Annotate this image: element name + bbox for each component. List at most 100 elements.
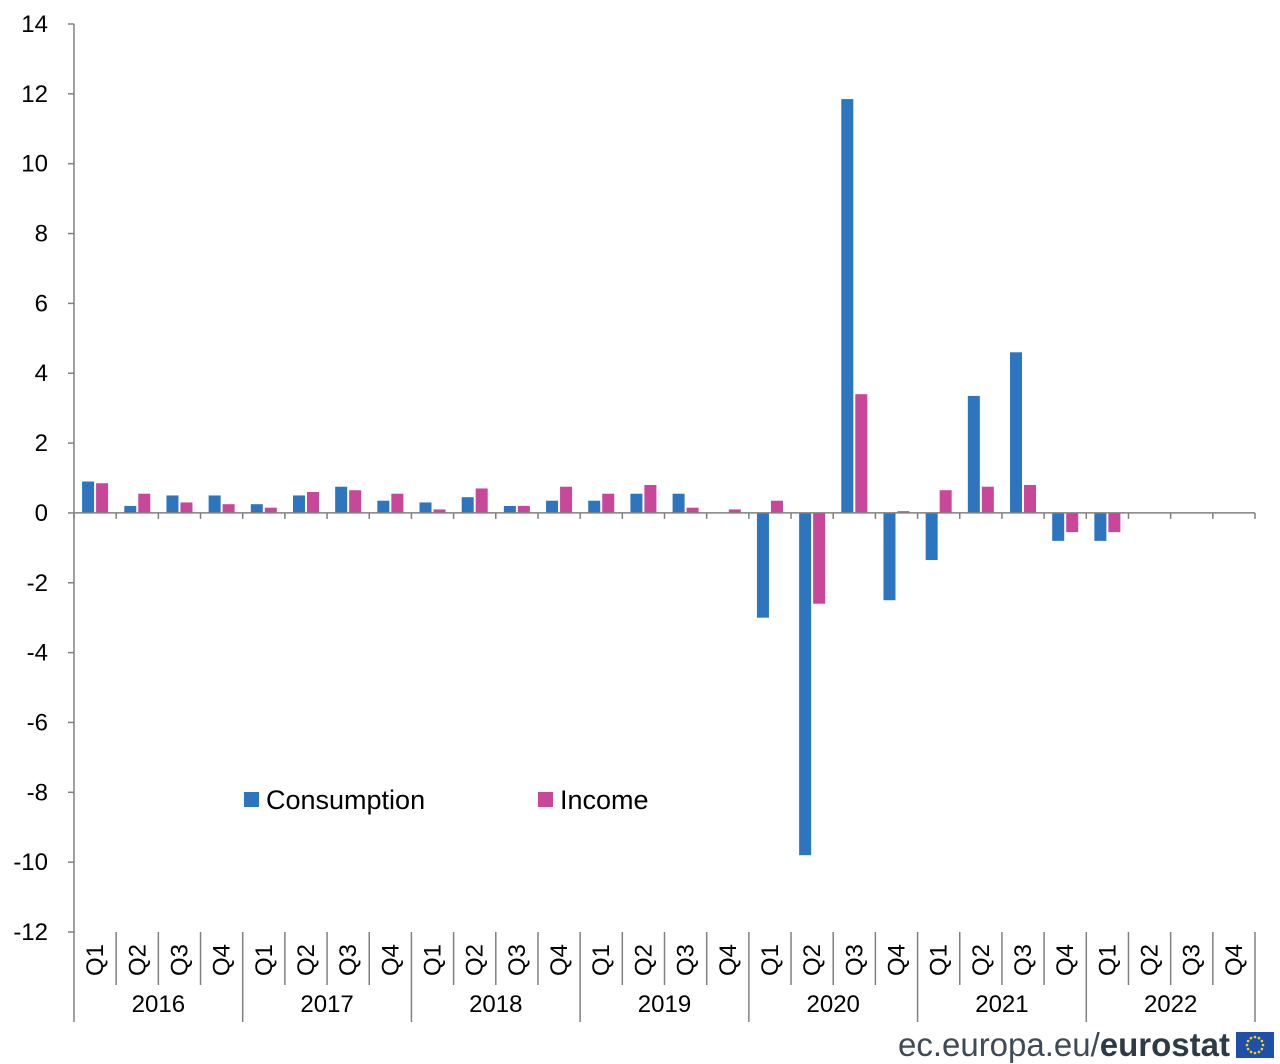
bar-income-2019-q3 [686, 507, 699, 513]
x-year-label: 2022 [1144, 991, 1197, 1018]
x-quarter-label: Q4 [1221, 944, 1248, 976]
y-tick-label: 0 [35, 500, 48, 527]
x-quarter-label: Q3 [1179, 944, 1206, 976]
x-year-label: 2017 [300, 991, 353, 1018]
bar-income-2018-q2 [475, 488, 488, 513]
bar-income-2016-q1 [96, 483, 109, 513]
y-tick-label: 10 [21, 151, 48, 178]
footer-site: ec.europa.eu/ [897, 1026, 1100, 1063]
x-quarter-label: Q2 [124, 944, 151, 976]
y-tick-label: 14 [21, 11, 48, 38]
bar-consumption-2020-q3 [841, 99, 854, 513]
y-tick-label: -12 [13, 919, 48, 946]
bar-income-2022-q1 [1108, 512, 1121, 533]
bar-income-2018-q4 [560, 486, 573, 513]
bar-income-2021-q4 [1066, 512, 1079, 533]
x-quarter-label: Q3 [673, 944, 700, 976]
bar-income-2016-q3 [180, 502, 193, 513]
y-tick-label: -6 [27, 709, 48, 736]
bar-consumption-2022-q1 [1094, 512, 1107, 541]
bar-consumption-2018-q1 [419, 502, 432, 513]
bar-consumption-2021-q2 [967, 395, 980, 513]
bar-income-2021-q1 [939, 490, 952, 513]
bar-income-2016-q2 [138, 493, 151, 513]
x-quarter-label: Q1 [82, 944, 109, 976]
legend-swatch-consumption [244, 792, 259, 807]
bar-consumption-2016-q2 [124, 505, 137, 513]
bar-income-2020-q3 [855, 394, 868, 513]
x-quarter-label: Q1 [420, 944, 447, 976]
bar-consumption-2019-q2 [630, 493, 643, 513]
x-quarter-label: Q1 [251, 944, 278, 976]
bar-consumption-2017-q4 [377, 500, 390, 513]
bar-income-2019-q2 [644, 484, 657, 513]
bar-consumption-2018-q3 [503, 505, 516, 513]
bar-consumption-2021-q1 [925, 512, 938, 561]
x-quarter-label: Q3 [504, 944, 531, 976]
x-year-label: 2019 [638, 991, 691, 1018]
x-quarter-label: Q3 [1010, 944, 1037, 976]
bar-consumption-2018-q4 [546, 500, 559, 513]
x-quarter-label: Q2 [799, 944, 826, 976]
y-tick-label: -8 [27, 779, 48, 806]
y-tick-label: 4 [35, 360, 48, 387]
bar-income-2019-q4 [728, 509, 741, 513]
legend-swatch-income [538, 792, 553, 807]
bar-consumption-2018-q2 [461, 497, 474, 513]
bar-consumption-2019-q1 [588, 500, 601, 513]
bar-income-2018-q3 [517, 505, 530, 513]
x-quarter-label: Q4 [209, 944, 236, 976]
bar-income-2017-q1 [264, 507, 277, 513]
x-quarter-label: Q2 [968, 944, 995, 976]
bar-consumption-2021-q3 [1010, 352, 1023, 513]
bar-income-2018-q1 [433, 509, 446, 513]
bar-consumption-2016-q3 [166, 495, 179, 513]
y-tick-label: 12 [21, 81, 48, 108]
y-tick-label: -4 [27, 640, 48, 667]
x-year-label: 2021 [975, 991, 1028, 1018]
x-year-label: 2018 [469, 991, 522, 1018]
y-tick-label: 8 [35, 221, 48, 248]
bar-consumption-2016-q1 [82, 481, 95, 513]
x-quarter-label: Q4 [883, 944, 910, 976]
bar-income-2016-q4 [222, 504, 235, 513]
bar-income-2021-q3 [1024, 484, 1037, 513]
x-quarter-label: Q4 [546, 944, 573, 976]
bar-income-2017-q2 [306, 491, 319, 513]
x-quarter-label: Q2 [630, 944, 657, 976]
x-quarter-label: Q2 [462, 944, 489, 976]
bar-income-2021-q2 [981, 486, 994, 513]
bar-income-2020-q4 [897, 511, 910, 513]
y-tick-label: 2 [35, 430, 48, 457]
footer-brand: eurostat [1099, 1026, 1230, 1063]
eu-flag-icon [1236, 1032, 1274, 1058]
bar-income-2017-q4 [391, 493, 404, 513]
source-footer: ec.europa.eu/eurostat [897, 1026, 1274, 1063]
x-quarter-label: Q2 [293, 944, 320, 976]
bar-consumption-2020-q2 [799, 512, 812, 856]
x-quarter-label: Q4 [1052, 944, 1079, 976]
x-year-label: 2020 [807, 991, 860, 1018]
legend-label-income: Income [560, 785, 649, 815]
bar-consumption-2020-q1 [756, 512, 769, 618]
x-quarter-label: Q1 [926, 944, 953, 976]
x-quarter-label: Q4 [377, 944, 404, 976]
bar-income-2020-q1 [770, 500, 783, 513]
bar-consumption-2021-q4 [1052, 512, 1065, 541]
x-quarter-label: Q4 [715, 944, 742, 976]
legend-label-consumption: Consumption [266, 785, 425, 815]
x-quarter-label: Q3 [841, 944, 868, 976]
bar-consumption-2017-q2 [292, 495, 305, 513]
bar-income-2017-q3 [349, 490, 362, 513]
x-quarter-label: Q1 [757, 944, 784, 976]
y-tick-label: -10 [13, 849, 48, 876]
x-year-label: 2016 [132, 991, 185, 1018]
x-quarter-label: Q3 [335, 944, 362, 976]
y-tick-label: -2 [27, 570, 48, 597]
bar-consumption-2019-q3 [672, 493, 685, 513]
bar-income-2020-q2 [813, 512, 826, 604]
x-quarter-label: Q1 [1094, 944, 1121, 976]
y-tick-label: 6 [35, 290, 48, 317]
